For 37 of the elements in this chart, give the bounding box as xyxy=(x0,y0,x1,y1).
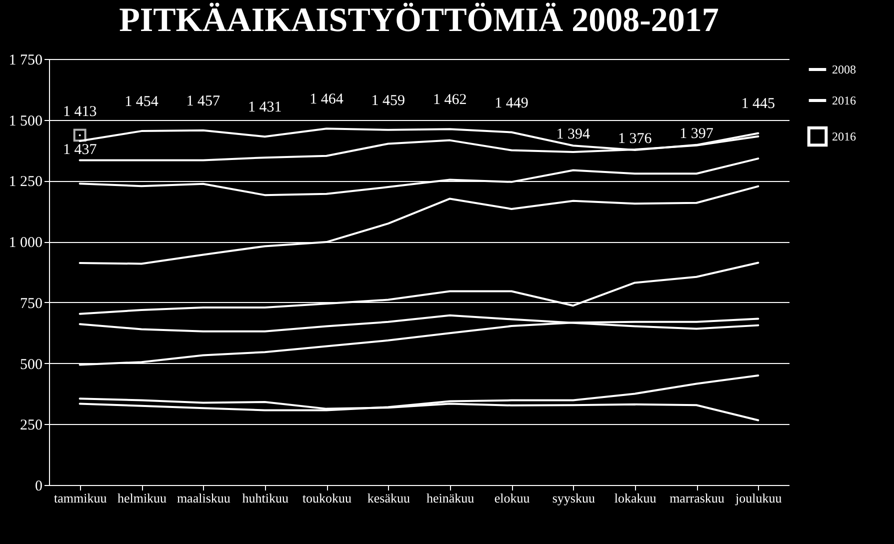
x-tick-label: huhtikuu xyxy=(242,490,289,506)
x-tick-label: helmikuu xyxy=(117,490,168,506)
data-label: 1 397 xyxy=(680,126,714,142)
legend-label: 2016 xyxy=(832,130,856,144)
y-tick-label: 1 250 xyxy=(8,174,42,190)
y-tick-label: 500 xyxy=(20,356,42,373)
x-tick-label: elokuu xyxy=(494,490,530,506)
x-tick-label: lokakuu xyxy=(614,490,657,506)
x-tick-label: kesäkuu xyxy=(367,490,410,506)
legend-label: 2008 xyxy=(832,62,856,76)
x-tick-label: toukokuu xyxy=(302,490,352,506)
x-tick-label: maaliskuu xyxy=(176,490,231,506)
y-tick-label: 0 xyxy=(35,478,42,494)
data-label: 1 457 xyxy=(186,93,221,110)
x-tick-label: syyskuu xyxy=(552,490,596,506)
chart-title: PITKÄAIKAISTYÖTTÖMIÄ 2008-2017 xyxy=(119,2,719,39)
x-tick-label: heinäkuu xyxy=(426,490,475,506)
data-label: 1 454 xyxy=(124,94,159,110)
data-label: 1 437 xyxy=(62,142,98,158)
data-label: 1 376 xyxy=(618,131,652,148)
data-label: 1 462 xyxy=(432,92,467,108)
data-label: 1 413 xyxy=(62,104,97,120)
y-tick-label: 1 500 xyxy=(8,113,42,130)
legend-label: 2016 xyxy=(832,94,856,108)
y-tick-label: 250 xyxy=(20,418,42,434)
data-label: 1 464 xyxy=(310,92,344,108)
data-label: 1 449 xyxy=(494,95,528,112)
data-label: 1 431 xyxy=(248,100,282,116)
y-tick-label: 1 000 xyxy=(8,235,42,252)
data-label: 1 459 xyxy=(371,92,406,109)
x-tick-label: marraskuu xyxy=(670,490,725,506)
x-tick-label: joulukuu xyxy=(734,490,782,506)
data-label: 1 394 xyxy=(556,126,591,143)
y-tick-label: 1 750 xyxy=(8,52,42,68)
x-tick-label: tammikuu xyxy=(54,490,108,506)
y-tick-label: 750 xyxy=(20,296,42,312)
data-label: 1 445 xyxy=(741,96,776,112)
